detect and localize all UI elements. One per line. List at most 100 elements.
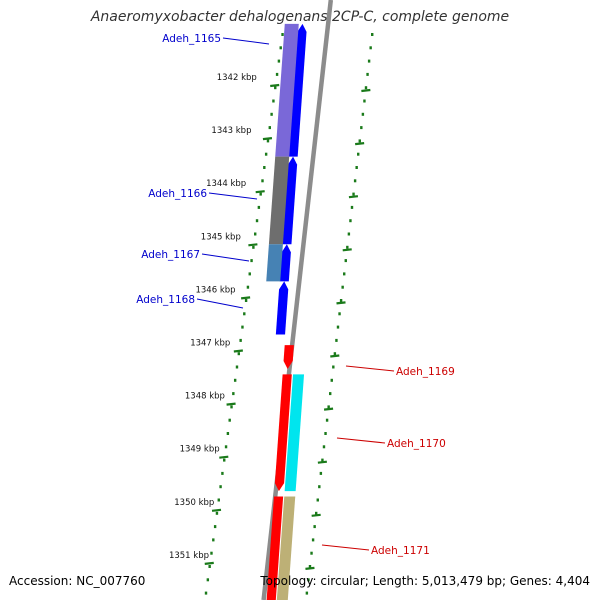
gene-label-Adeh_1165: Adeh_1165 — [162, 33, 221, 45]
gc-dash — [355, 142, 365, 146]
gene-features — [266, 23, 307, 600]
right-dot — [344, 259, 347, 263]
left-dot — [212, 538, 215, 542]
gc-dash — [311, 513, 321, 517]
left-dot — [246, 285, 250, 289]
right-dot — [332, 365, 335, 369]
left-dot — [208, 565, 211, 568]
right-dot — [307, 578, 310, 582]
right-dot — [341, 285, 344, 289]
right-dot — [366, 72, 369, 76]
tick-label: 1346 kbp — [195, 285, 235, 295]
left-dot — [270, 112, 273, 116]
left-dot — [277, 59, 281, 63]
left-dot — [272, 99, 275, 103]
gc-dash — [330, 354, 340, 358]
tick-label: 1350 kbp — [174, 498, 214, 508]
gc-dash — [348, 195, 359, 199]
right-dot — [360, 126, 363, 130]
gene-label-Adeh_1171: Adeh_1171 — [371, 545, 430, 557]
left-dot — [232, 392, 235, 396]
tick-label: 1342 kbp — [217, 73, 257, 83]
tick-dash — [270, 83, 280, 88]
left-dot — [228, 418, 231, 422]
left-dot — [233, 378, 237, 382]
leader-line — [196, 298, 244, 309]
tick-dash — [219, 455, 229, 459]
right-dot — [367, 59, 371, 63]
right-dot — [315, 511, 318, 515]
gene-label-Adeh_1168: Adeh_1168 — [136, 294, 195, 306]
topology-text: Topology: circular; Length: 5,013,479 bp… — [260, 574, 590, 588]
tick-dash — [233, 349, 243, 353]
gc-dash — [342, 248, 352, 252]
right-dot — [313, 525, 316, 529]
left-dot — [210, 551, 213, 555]
gene-label-Adeh_1166: Adeh_1166 — [148, 188, 207, 200]
tick-label: 1351 kbp — [169, 551, 209, 561]
left-dot — [223, 458, 226, 462]
left-dot — [259, 192, 262, 196]
leader-line — [336, 437, 386, 444]
gc-dash — [361, 88, 371, 93]
right-dot — [358, 139, 361, 143]
kbp-ruler: 1342 kbp 1343 kbp 1344 kbp 1345 kbp 1346 kbp… — [169, 73, 280, 565]
cds-Adeh_1169 — [283, 345, 294, 370]
tick-dash — [255, 190, 265, 194]
tick-dash — [204, 561, 214, 565]
left-dot — [275, 72, 279, 76]
gc-dash — [336, 301, 346, 305]
gene-label-Adeh_1169: Adeh_1169 — [396, 366, 455, 378]
left-dot — [266, 139, 270, 143]
left-dot — [264, 152, 268, 156]
right-dot — [364, 86, 368, 90]
gene-label-Adeh_1167: Adeh_1167 — [141, 249, 200, 261]
left-dot — [204, 591, 208, 595]
right-dot — [350, 205, 354, 209]
left-dot — [230, 405, 233, 409]
left-dot — [254, 232, 257, 236]
gc-dash — [317, 460, 327, 464]
gc-skew-dot-tracks — [204, 33, 374, 595]
right-dot — [321, 458, 324, 462]
right-dot — [333, 352, 337, 356]
right-dot — [322, 445, 326, 449]
right-dot — [347, 232, 351, 236]
right-dot — [355, 166, 358, 169]
cds-Adeh_1167 — [279, 244, 291, 282]
left-dot — [261, 179, 264, 183]
cds-Adeh_1168 — [275, 281, 289, 335]
right-dot — [310, 551, 313, 555]
tick-label: 1349 kbp — [180, 445, 220, 455]
right-dot — [371, 33, 374, 36]
left-dot — [252, 245, 255, 249]
left-dot — [237, 352, 241, 356]
right-dot — [324, 432, 327, 435]
right-dot — [316, 498, 319, 502]
cog-Adeh_1165 — [275, 23, 299, 157]
right-dot — [352, 192, 355, 196]
cog-Adeh_1166 — [268, 156, 290, 245]
left-dot — [241, 325, 244, 329]
right-dot — [339, 299, 343, 302]
left-dot — [221, 471, 224, 475]
left-dot — [224, 445, 228, 449]
right-dot — [361, 112, 365, 116]
cds-Adeh_1166 — [282, 156, 298, 245]
tick-dash — [262, 137, 273, 141]
gene-label-Adeh_1170: Adeh_1170 — [387, 438, 446, 450]
leader-line — [208, 192, 258, 200]
right-dot — [357, 152, 360, 156]
right-dot — [308, 565, 312, 568]
left-dot — [213, 525, 217, 529]
tick-dash — [248, 243, 258, 247]
left-dot — [226, 432, 230, 435]
map-title: Anaeromyxobacter dehalogenans 2CP-C, com… — [90, 9, 510, 25]
tick-label: 1345 kbp — [201, 232, 241, 242]
gc-dash — [305, 566, 315, 570]
right-dot — [305, 591, 309, 595]
left-dot — [263, 166, 266, 169]
left-dot — [239, 338, 242, 342]
right-dot — [363, 99, 366, 103]
